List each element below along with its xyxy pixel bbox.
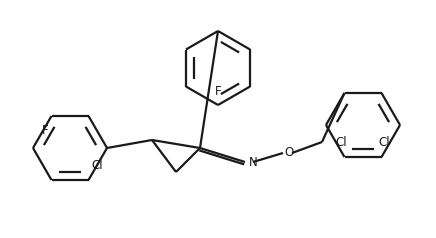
Text: Cl: Cl [379,136,390,149]
Text: Cl: Cl [336,136,347,149]
Text: O: O [284,145,293,159]
Text: Cl: Cl [92,159,103,172]
Text: F: F [215,85,221,98]
Text: N: N [249,157,258,169]
Text: F: F [42,124,48,137]
